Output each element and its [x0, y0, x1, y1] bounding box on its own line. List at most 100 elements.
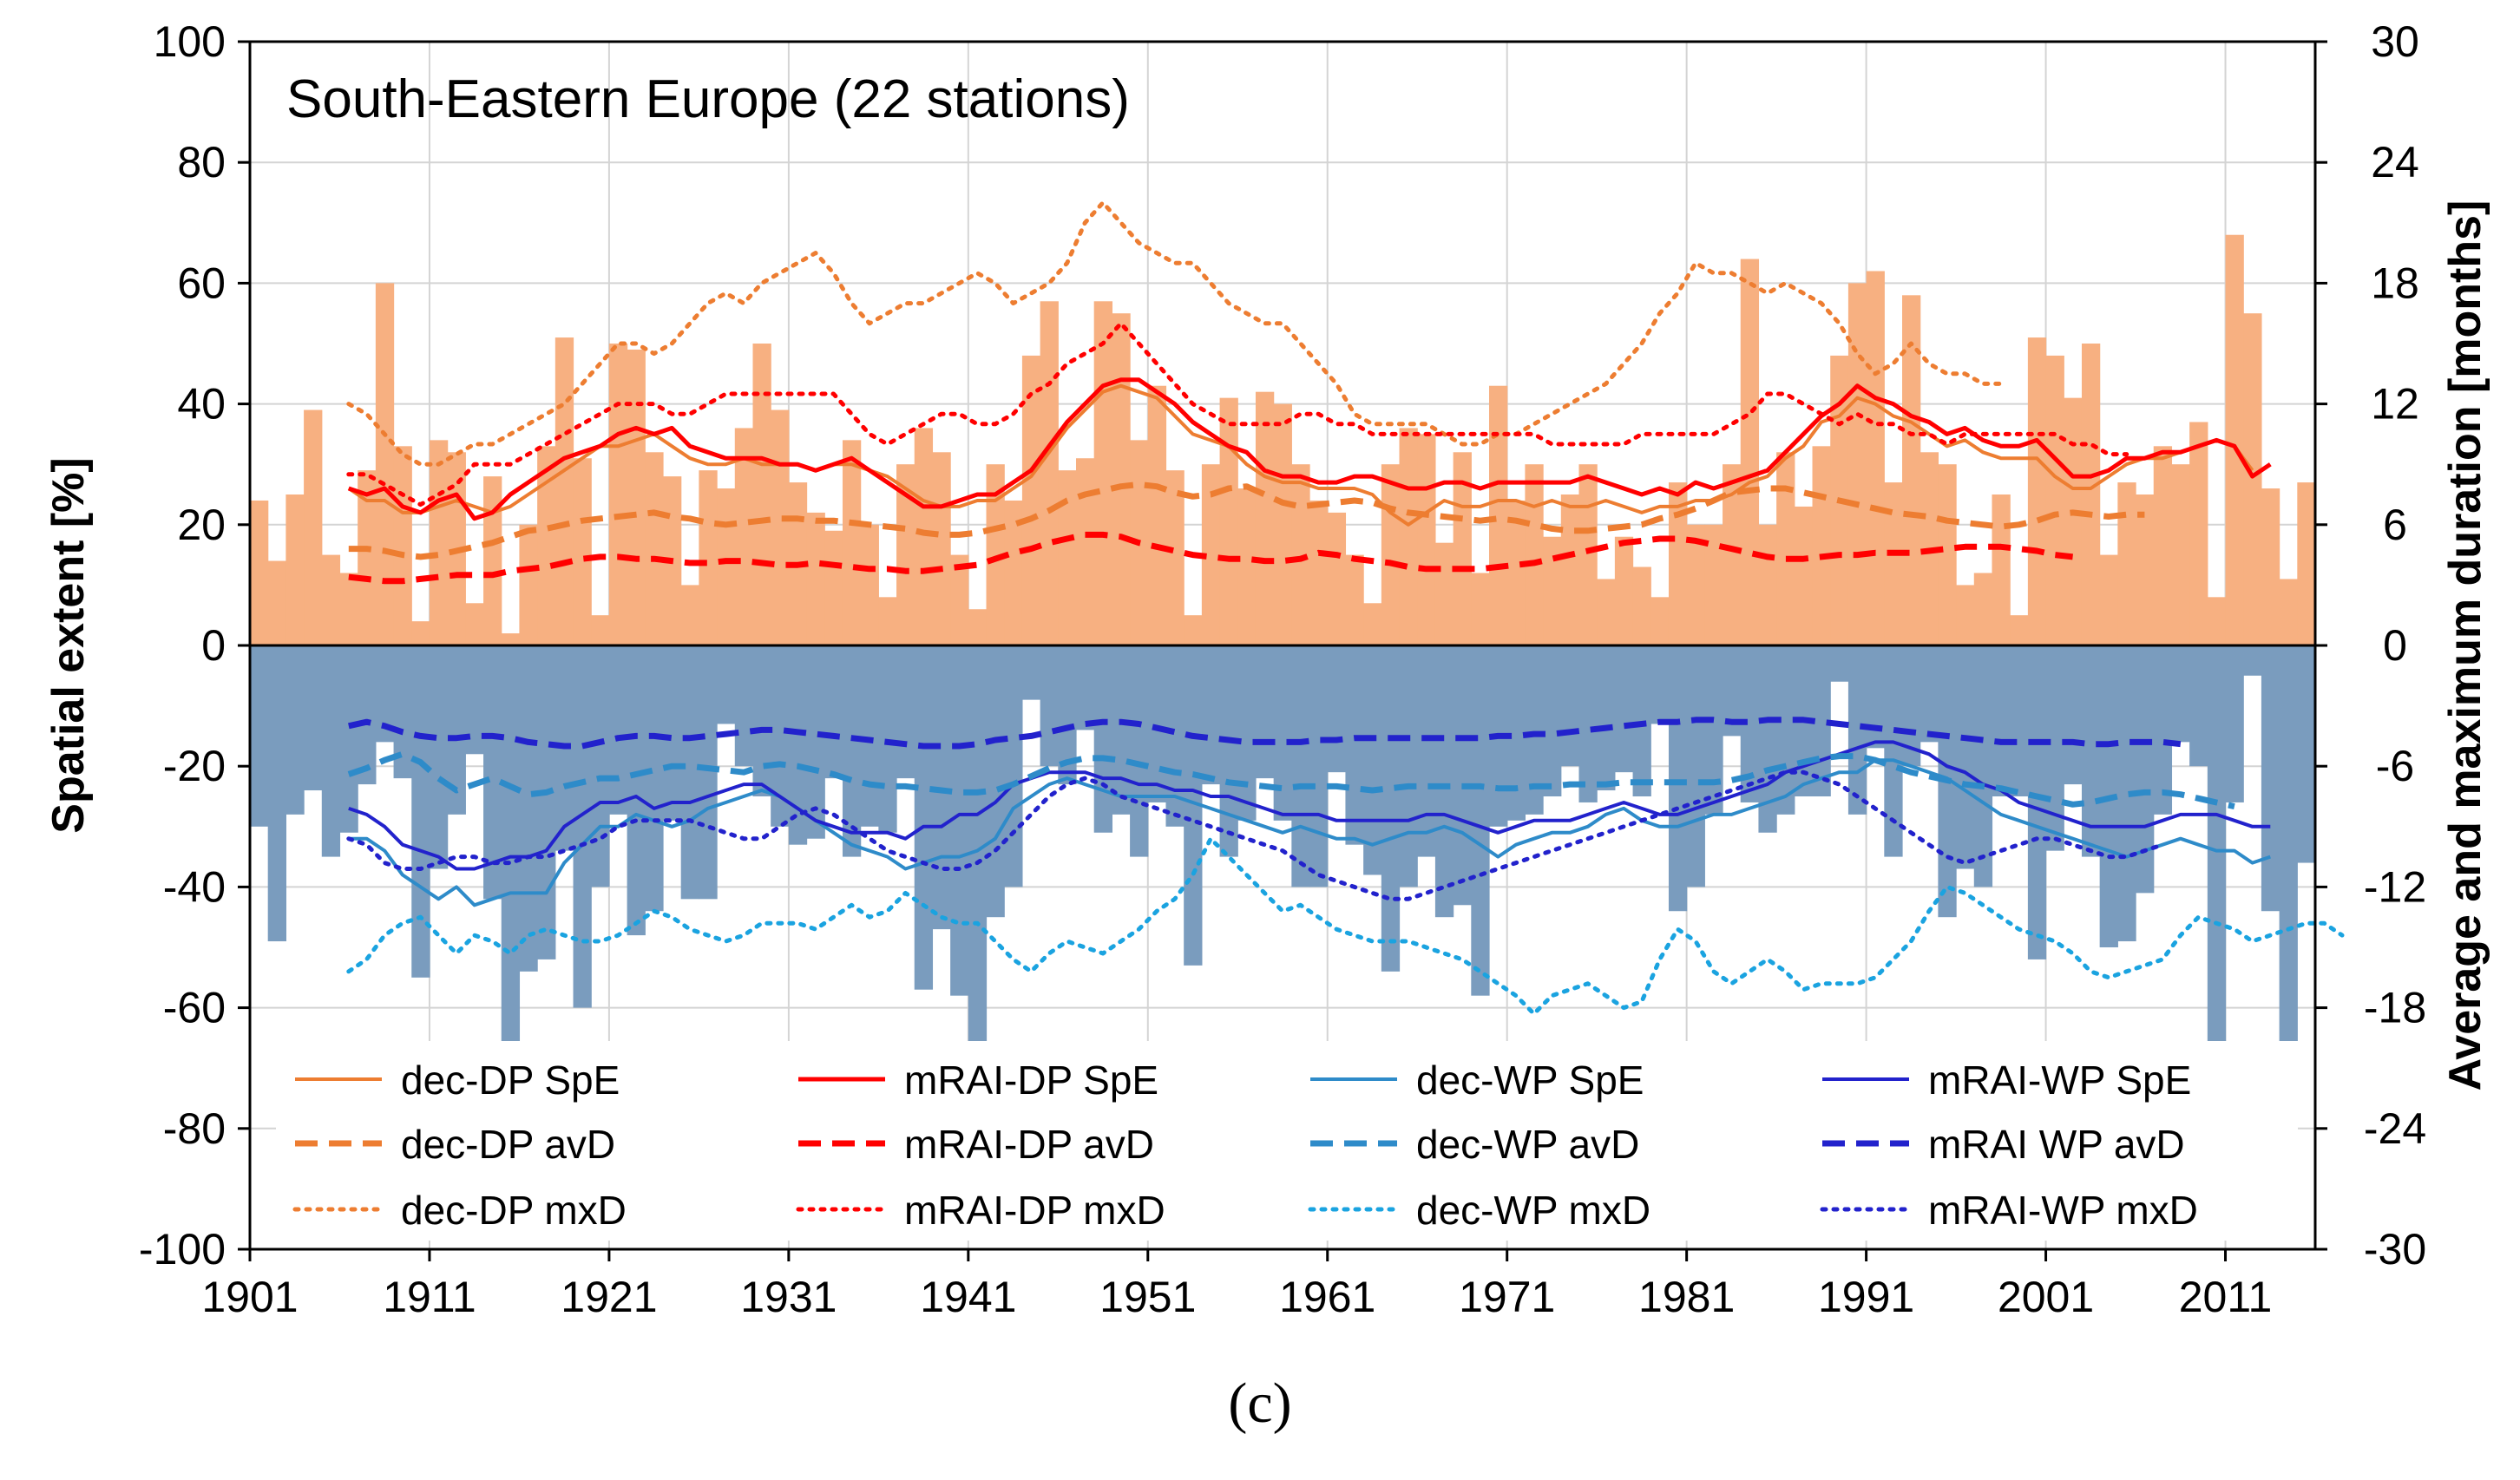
bar-dry-period: [1255, 391, 1275, 645]
bar-wet-period: [645, 645, 664, 912]
series-line-mrai-dp-avd: [348, 531, 2073, 585]
bar-dry-period: [1525, 464, 1544, 645]
legend-label-mrai-dp-avd: mRAI-DP avD: [904, 1122, 1154, 1167]
bar-dry-period: [1992, 494, 2011, 645]
bar-wet-period: [986, 645, 1005, 918]
y2-tick-label: -30: [2364, 1225, 2426, 1274]
y-tick-label: -40: [163, 862, 226, 911]
bar-dry-period: [1704, 524, 1723, 645]
y-axis-label: Spatial extent [%]: [43, 457, 94, 833]
bar-dry-period: [932, 452, 951, 645]
bar-wet-period: [1309, 645, 1329, 887]
y-tick-label: -60: [163, 984, 226, 1032]
bar-dry-period: [1237, 488, 1257, 645]
bar-dry-period: [860, 524, 879, 645]
legend-background: [276, 1041, 2298, 1241]
bar-wet-period: [1147, 645, 1167, 802]
x-tick-label: 1961: [1279, 1273, 1375, 1321]
bar-wet-period: [393, 645, 412, 779]
bar-wet-period: [1650, 645, 1670, 724]
bar-dry-period: [1345, 554, 1364, 645]
x-tick-label: 1941: [920, 1273, 1016, 1321]
bar-wet-period: [1291, 645, 1310, 887]
bar-wet-period: [914, 645, 934, 990]
bar-wet-period: [339, 645, 358, 833]
bar-dry-period: [1866, 271, 1885, 645]
series-line-mrai-wp-avd: [348, 717, 2182, 750]
y-tick-label: -20: [163, 742, 226, 790]
bar-wet-period: [663, 645, 682, 821]
bar-dry-period: [1453, 452, 1472, 645]
bar-wet-period: [806, 645, 825, 839]
bar-wet-period: [2297, 645, 2316, 863]
bar-wet-period: [2243, 645, 2262, 676]
y2-tick-label: 12: [2371, 380, 2419, 429]
bar-wet-period: [1920, 645, 1939, 743]
bar-dry-period: [573, 458, 592, 645]
bar-dry-period: [483, 476, 502, 645]
bar-dry-period: [1776, 452, 1795, 645]
series-lines: [346, 200, 2345, 1017]
series-line-dec-dp-avd: [348, 481, 2145, 560]
series-line-mrai-dp-mxd: [346, 321, 2130, 508]
bar-wet-period: [1112, 645, 1131, 815]
bar-dry-period: [1560, 494, 1580, 645]
bar-dry-period: [1219, 397, 1238, 645]
bar-dry-period: [1973, 573, 1993, 645]
x-tick-label: 1981: [1638, 1273, 1735, 1321]
bar-dry-period: [1650, 597, 1670, 645]
bar-wet-period: [1130, 645, 1149, 857]
legend-label-mrai-wp-spe: mRAI-WP SpE: [1928, 1058, 2191, 1103]
bar-wet-period: [1506, 645, 1526, 821]
bar-dry-period: [1434, 542, 1454, 645]
series-line-mrai-dp-spe: [347, 377, 2272, 521]
bar-dry-period: [1040, 301, 1059, 645]
bar-dry-period: [1291, 464, 1310, 645]
bar-dry-period: [2243, 313, 2262, 645]
bar-wet-period: [2171, 645, 2190, 743]
series-line-mrai-wp-spe: [348, 740, 2271, 871]
series-line-dec-dp-mxd: [346, 200, 2004, 467]
bar-dry-period: [2099, 554, 2118, 645]
bar-wet-period: [2064, 645, 2083, 785]
bar-dry-period: [285, 494, 305, 645]
bar-dry-period: [358, 470, 377, 645]
legend: dec-DP SpE mRAI-DP SpE dec-WP SpE mRAI-WP S…: [292, 1058, 2198, 1233]
bar-wet-period: [267, 645, 286, 942]
legend-label-dec-wp-avd: dec-WP avD: [1416, 1122, 1639, 1167]
y-tick-label: 60: [177, 259, 226, 307]
bar-dry-period: [1543, 536, 1562, 645]
bar-wet-period: [1165, 645, 1185, 827]
legend-label-mrai-dp-mxd: mRAI-DP mxD: [904, 1188, 1165, 1233]
y-tick-label: 80: [177, 138, 226, 187]
bar-dry-period: [1758, 524, 1777, 645]
bar-wet-period: [878, 645, 897, 833]
bar-dry-period: [1723, 464, 1742, 645]
bar-wet-period: [2279, 645, 2298, 1045]
bar-dry-period: [2027, 337, 2047, 645]
bar-dry-period: [267, 560, 286, 645]
y2-tick-label: 18: [2371, 259, 2419, 307]
bar-wet-period: [1399, 645, 1418, 887]
bar-dry-period: [393, 446, 412, 645]
bar-dry-period: [429, 440, 449, 645]
y-tick-label: 0: [201, 621, 226, 670]
bar-dry-period: [2297, 482, 2316, 645]
bar-wet-period: [465, 645, 484, 755]
series-line-dec-wp-mxd: [346, 836, 2345, 1017]
bar-dry-period: [1902, 295, 1921, 645]
bar-dry-period: [2136, 494, 2155, 645]
bar-dry-period: [645, 452, 664, 645]
bar-dry-period: [1112, 313, 1131, 645]
bar-wet-period: [1884, 645, 1903, 857]
bar-wet-period: [1686, 645, 1705, 887]
bar-wet-period: [1847, 645, 1867, 815]
bar-dry-period: [2081, 344, 2101, 645]
bar-dry-period: [1938, 464, 1957, 645]
bar-wet-period: [860, 645, 879, 827]
bar-wet-period: [627, 645, 646, 936]
bar-wet-period: [1363, 645, 1382, 875]
bar-dry-period: [2117, 482, 2136, 645]
bar-wet-period: [1902, 645, 1921, 767]
figure-caption: (c): [1228, 1372, 1292, 1435]
